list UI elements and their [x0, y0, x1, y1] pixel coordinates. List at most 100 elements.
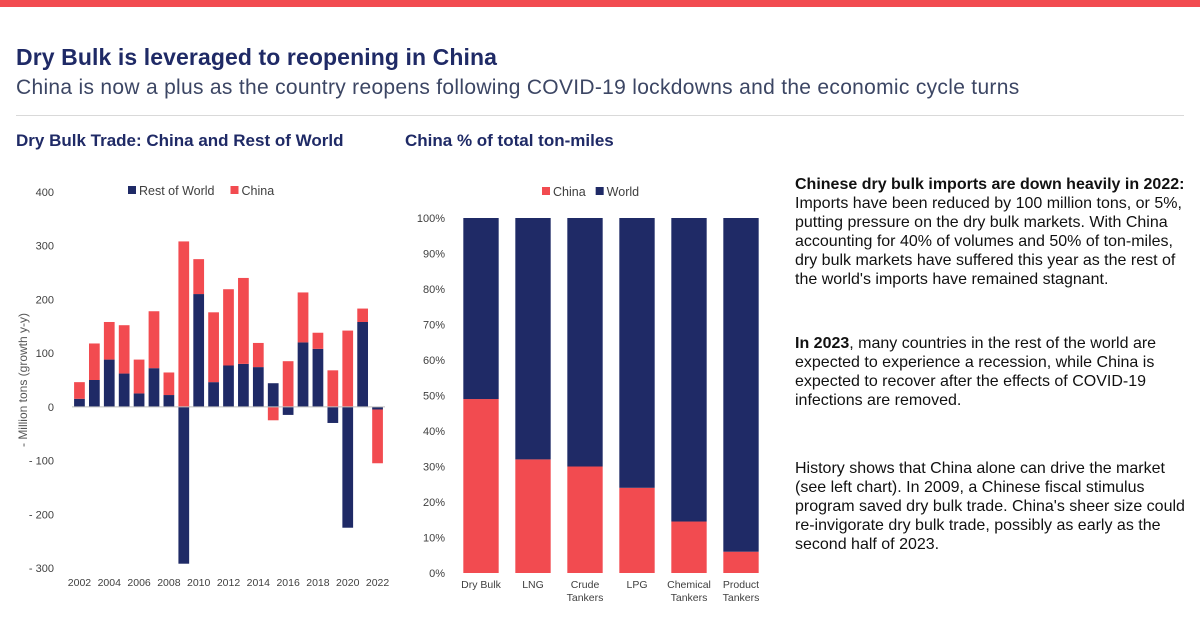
legend-label: Rest of World: [139, 184, 215, 198]
chart-title-china-ton-miles: China % of total ton-miles: [405, 131, 614, 150]
legend-swatch-rest-of-world: [128, 186, 136, 194]
bar-china-2011: [208, 312, 219, 383]
bar-rest-of-world-2016: [282, 406, 294, 415]
legend-label: World: [607, 185, 639, 199]
commentary-text-2: , many countries in the rest of the worl…: [795, 335, 1157, 409]
y-tick-label: 0%: [429, 568, 445, 580]
china-ton-miles-chart: 0% 10% 20% 30% 40% 50% 60% 70% 80% 90% 100% Dry Bul…: [417, 185, 760, 604]
x-category-label: Tankers: [567, 592, 604, 604]
commentary-heading-1: Chinese dry bulk imports are down heavil…: [795, 176, 1185, 193]
x-tick-label: 2014: [247, 577, 271, 589]
y-tick-label: 90%: [423, 249, 445, 261]
y-axis-label: - Million tons (growth y-y): [16, 313, 30, 447]
y-tick-label: 70%: [423, 320, 445, 332]
bar-china-2003: [88, 343, 100, 380]
bar-rest-of-world-2019: [327, 406, 339, 423]
bar-rest-of-world-2010: [193, 294, 205, 407]
y-tick-label: 300: [36, 241, 54, 253]
bar-china-2006: [133, 359, 145, 394]
legend-label: China: [242, 184, 275, 198]
bar-china-2017: [297, 292, 309, 343]
y-tick-label: 40%: [423, 426, 445, 438]
x-tick-label: 2016: [276, 577, 300, 589]
dry-bulk-trade-chart: 400 300 200 100 0 - 100 - 200 - 300 - Million to…: [16, 184, 389, 589]
x-tick-label: 2008: [157, 577, 181, 589]
x-tick-label: 2004: [98, 577, 122, 589]
y-tick-label: 0: [48, 402, 54, 414]
x-tick-label: 2010: [187, 577, 211, 589]
bar-rest-of-world-2013: [238, 363, 249, 407]
header-divider: [16, 115, 1184, 116]
x-category-label: Tankers: [723, 592, 760, 604]
bar-rest-of-world-2009: [178, 406, 190, 564]
chart-title-dry-bulk-trade: Dry Bulk Trade: China and Rest of World: [16, 131, 344, 150]
y-tick-label: 100: [36, 348, 54, 360]
y-tick-label: 400: [36, 187, 54, 199]
bar-world-product-tankers: [723, 218, 759, 552]
legend-label: China: [553, 185, 586, 199]
x-category-label: Chemical: [667, 579, 711, 591]
bar-rest-of-world-2011: [208, 382, 219, 407]
y-tick-label: - 300: [29, 563, 54, 575]
bar-rest-of-world-2008: [163, 395, 175, 407]
y-tick-label: 80%: [423, 284, 445, 296]
y-tick-label: 30%: [423, 462, 445, 474]
bar-china-2008: [163, 372, 175, 396]
bar-china-2014: [252, 342, 264, 368]
bar-china-lpg: [619, 487, 655, 573]
bar-china-2007: [148, 311, 160, 369]
bar-world-dry-bulk: [463, 218, 499, 400]
page-subtitle: China is now a plus as the country reope…: [16, 76, 1020, 99]
bar-china-2002: [74, 382, 85, 399]
bar-rest-of-world-2017: [297, 342, 309, 407]
bar-china-2020: [342, 330, 354, 407]
y-tick-label: 100%: [417, 213, 445, 225]
x-tick-label: 2012: [217, 577, 241, 589]
y-tick-label: 20%: [423, 497, 445, 509]
x-tick-label: 2020: [336, 577, 360, 589]
bar-rest-of-world-2003: [88, 380, 100, 407]
commentary-text-1: Imports have been reduced by 100 million…: [795, 195, 1182, 288]
x-category-label: Dry Bulk: [461, 579, 501, 591]
x-category-label: LNG: [522, 579, 544, 591]
bar-china-2012: [223, 289, 234, 366]
bar-rest-of-world-2002: [74, 398, 85, 407]
legend-swatch-world: [595, 187, 604, 195]
x-category-label: Crude: [571, 579, 600, 591]
bar-china-chemical-tankers: [671, 521, 707, 573]
bar-china-2018: [312, 332, 324, 349]
x-tick-label: 2006: [127, 577, 151, 589]
bar-rest-of-world-2020: [342, 406, 354, 528]
bar-china-2019: [327, 370, 339, 407]
legend-swatch-china: [542, 187, 550, 195]
x-category-label: Product: [723, 579, 759, 591]
bar-rest-of-world-2004: [103, 359, 115, 407]
bar-china-2022: [372, 409, 383, 464]
bar-china-2013: [238, 277, 249, 364]
y-tick-label: 60%: [423, 355, 445, 367]
y-tick-label: 200: [36, 294, 54, 306]
bar-rest-of-world-2015: [267, 383, 279, 407]
bar-rest-of-world-2014: [252, 367, 264, 407]
top-accent-bar: [0, 0, 1200, 7]
bar-china-2021: [357, 308, 369, 322]
bar-rest-of-world-2021: [357, 321, 369, 407]
commentary-paragraph-3: History shows that China alone can drive…: [795, 459, 1185, 554]
bar-china-2005: [118, 325, 130, 374]
bar-rest-of-world-2022: [372, 406, 383, 410]
x-category-label: Tankers: [671, 592, 708, 604]
commentary-text-3: History shows that China alone can drive…: [795, 460, 1185, 553]
bar-rest-of-world-2012: [223, 365, 234, 407]
bar-china-dry-bulk: [463, 399, 499, 573]
x-tick-label: 2002: [68, 577, 92, 589]
commentary-heading-2: In 2023: [795, 335, 850, 352]
bar-world-lpg: [619, 218, 655, 488]
bar-rest-of-world-2007: [148, 368, 160, 407]
x-category-label: LPG: [626, 579, 647, 591]
bar-china-2015: [267, 406, 279, 421]
y-tick-label: 10%: [423, 533, 445, 545]
bar-china-lng: [515, 459, 551, 573]
bar-china-crude-tankers: [567, 466, 603, 573]
bar-china-product-tankers: [723, 551, 759, 573]
commentary-paragraph-1: Chinese dry bulk imports are down heavil…: [795, 175, 1185, 289]
